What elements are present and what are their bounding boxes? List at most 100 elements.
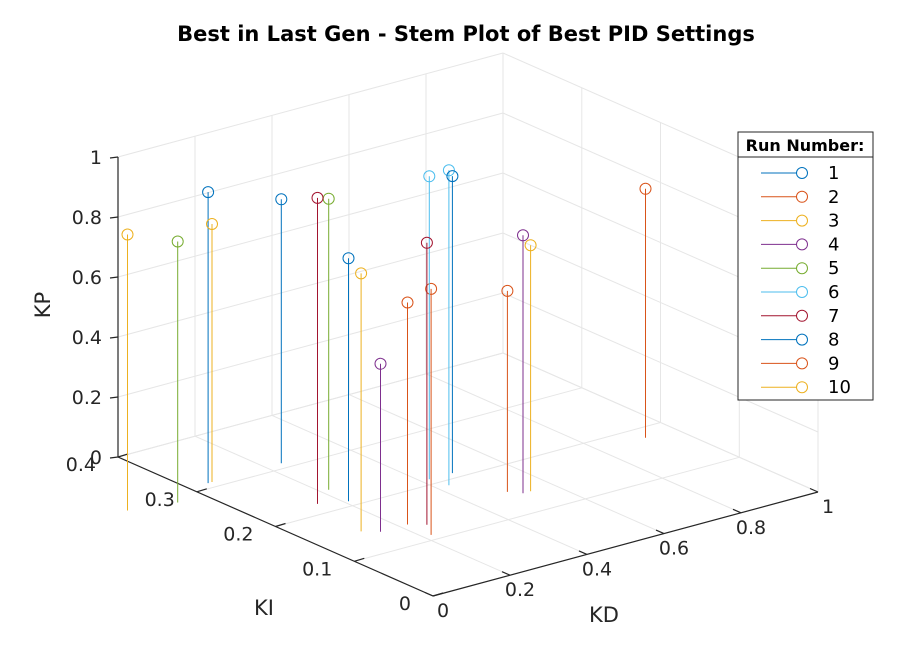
stems-layer [121,164,652,535]
legend-entry: 10 [761,377,851,398]
z-tick-mark [109,456,119,459]
legend-entry: 3 [761,211,839,232]
legend-label: 1 [828,163,839,184]
legend-entry: 5 [761,258,839,279]
z-tick-label: 0.8 [72,207,102,229]
legend-marker [796,286,808,298]
x-tick-label: 1 [822,496,834,518]
series-8 [342,170,459,502]
legend-marker [796,381,808,394]
stem-marker [517,229,529,242]
legend-marker [796,167,808,179]
y-tick-label: 0.2 [223,524,253,546]
x-tick-label: 0.6 [659,538,689,560]
series-1 [202,186,288,484]
x-tick-label: 0 [437,600,449,622]
z-tick-label: 1 [90,147,102,169]
grid-line [117,292,504,398]
legend-marker [796,214,808,227]
stem-marker [311,191,324,204]
grid-line [117,112,504,218]
x-tick-mark [501,571,511,576]
legend-label: 2 [828,187,839,208]
stem-marker [401,296,414,309]
stem-marker [639,182,652,195]
stem-marker [342,252,355,265]
z-tick-mark [109,276,119,279]
stem-marker [524,239,537,252]
stem-marker [442,164,455,177]
grid-line [502,352,819,493]
z-tick-label: 0.6 [72,267,102,289]
y-tick-label: 0.1 [302,558,332,580]
legend-label: 5 [828,258,839,279]
series-4 [374,229,529,532]
z-tick-mark [109,396,119,399]
legend-marker [796,262,808,275]
series-3 [206,218,368,532]
legend-label: 3 [828,211,839,232]
y-tick-mark [354,557,365,562]
legend-entry: 8 [761,330,839,351]
legend-marker [796,333,808,346]
legend-marker [796,238,808,251]
grid-line [354,456,740,562]
chart-title: Best in Last Gen - Stem Plot of Best PID… [177,22,755,46]
legend-entry: 4 [761,234,839,255]
y-tick-mark [275,522,286,528]
legend-label: 4 [828,234,839,255]
y-tick-mark [117,453,129,458]
x-tick-mark [809,487,819,493]
z-tick-mark [109,336,119,339]
x-tick-mark [655,529,665,535]
z-axis-label: KP [31,292,55,318]
series-10 [121,228,537,511]
y-tick-label: 0 [399,593,411,615]
y-tick-label: 0.3 [145,489,175,511]
axes-layer [109,156,819,597]
stem-marker [374,357,387,370]
grid-line [275,422,661,527]
stem-marker [275,193,288,206]
stem-marker [121,228,134,241]
grid-line [117,172,504,278]
stem-marker [425,282,438,295]
grid-line [196,387,582,493]
y-tick-mark [432,592,444,597]
legend-marker [796,190,808,203]
legend-label: 7 [828,306,839,327]
legend-entry: 1 [761,163,839,184]
stem-marker [420,236,433,249]
legend: Run Number: 1 2 34 5 6 7 89 10 [737,131,874,401]
legend-entry: 2 [761,187,839,208]
series-6 [423,164,455,486]
x-tick-label: 0.2 [505,579,535,601]
z-tick-label: 0.4 [72,327,102,349]
legend-label: 9 [828,353,839,374]
x-axis-label: KD [589,603,619,627]
stem-marker [206,218,218,230]
legend-label: 8 [828,330,839,351]
tick-labels: 00.20.40.60.8100.10.20.30.400.20.40.60.8… [66,147,834,622]
stem-marker [423,170,436,183]
legend-marker [796,357,808,370]
grid-line [117,52,504,158]
stem-marker [446,170,459,183]
z-tick-label: 0.2 [72,387,102,409]
series-2 [401,282,438,535]
legend-entry: 7 [761,306,839,327]
x-tick-mark [424,591,434,597]
z-tick-mark [109,216,119,219]
legend-label: 6 [828,282,839,303]
legend-entries: 1 2 34 5 6 7 89 10 [761,163,851,398]
series-9 [501,182,652,492]
grid-line [502,292,819,433]
legend-title: Run Number: [746,136,865,155]
z-tick-mark [109,156,119,159]
y-tick-label: 0.4 [66,454,96,476]
x-tick-mark [732,508,742,514]
y-axis-label: KI [254,596,274,620]
legend-label: 10 [828,377,851,398]
